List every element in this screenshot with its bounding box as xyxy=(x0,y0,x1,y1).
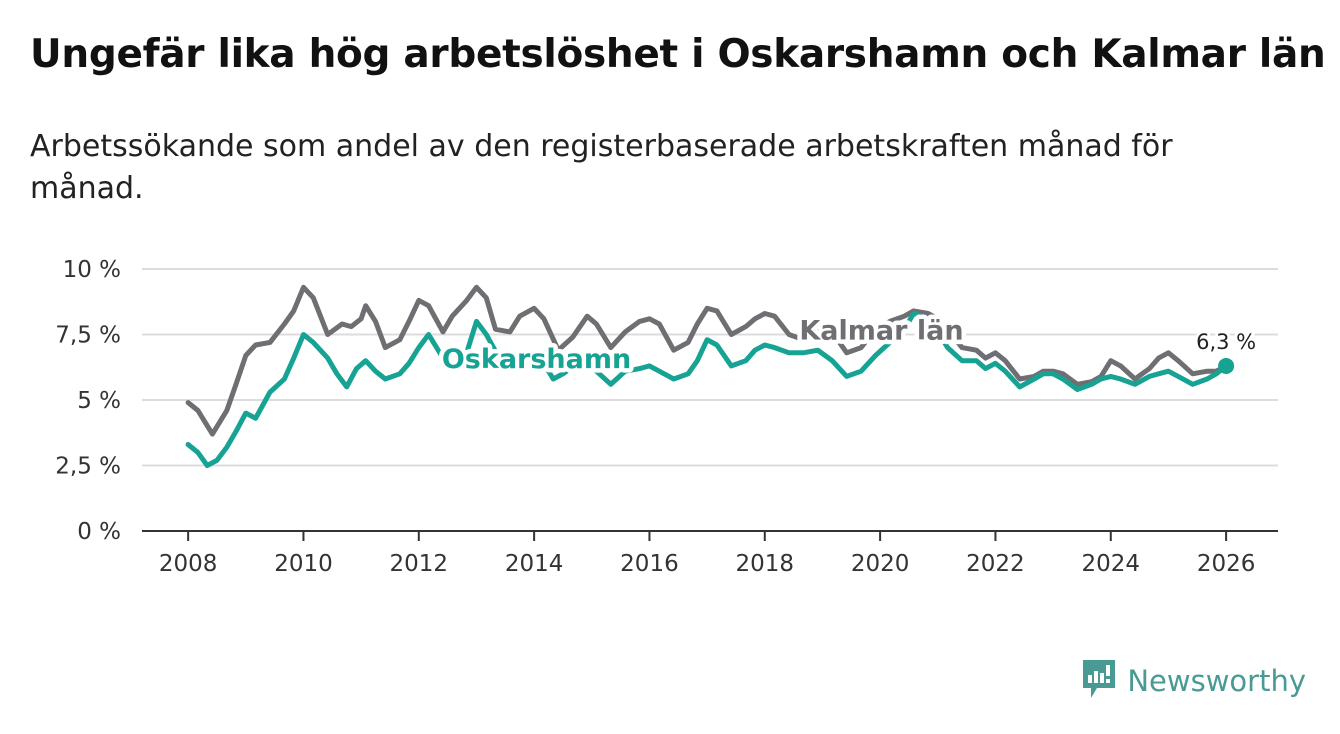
x-tick-label: 2022 xyxy=(966,551,1025,577)
x-tick-label: 2020 xyxy=(851,551,910,577)
y-tick-label: 7,5 % xyxy=(55,323,121,349)
x-tick-label: 2012 xyxy=(390,551,449,577)
newsworthy-brand: Newsworthy xyxy=(1081,658,1306,704)
chart-subtitle: Arbetssökande som andel av den registerb… xyxy=(30,129,1173,206)
y-tick-label: 0 % xyxy=(77,519,121,545)
newsworthy-wordmark: Newsworthy xyxy=(1127,664,1306,698)
x-tick-label: 2026 xyxy=(1197,551,1256,577)
series-label-kalmar-lan: Kalmar län xyxy=(799,315,963,346)
end-point-marker xyxy=(1218,357,1235,374)
y-tick-label: 5 % xyxy=(77,388,121,414)
series-label-oskarshamn: Oskarshamn xyxy=(442,344,631,375)
x-axis-ticks: 2008 2010 2012 2014 2016 2018 2020 2022 2024 2026 xyxy=(159,531,1256,577)
series-line-oskarshamn xyxy=(185,311,1229,468)
chart-title: Ungefär lika hög arbetslöshet i Oskarsha… xyxy=(30,32,1326,77)
y-axis-ticks: 0 % 2,5 % 5 % 7,5 % 10 % xyxy=(55,257,121,545)
newsworthy-logo-icon xyxy=(1081,658,1117,704)
series-lines xyxy=(185,284,1229,468)
series-line-kalmar-lan xyxy=(185,284,1229,437)
x-tick-label: 2010 xyxy=(274,551,333,577)
x-tick-label: 2016 xyxy=(620,551,679,577)
x-tick-label: 2018 xyxy=(736,551,795,577)
y-tick-label: 10 % xyxy=(63,257,121,283)
x-tick-label: 2024 xyxy=(1081,551,1140,577)
x-tick-label: 2008 xyxy=(159,551,218,577)
y-tick-label: 2,5 % xyxy=(55,454,121,480)
x-tick-label: 2014 xyxy=(505,551,564,577)
series-labels: Kalmar län Oskarshamn xyxy=(437,311,968,380)
end-value-label: 6,3 % xyxy=(1196,330,1256,354)
